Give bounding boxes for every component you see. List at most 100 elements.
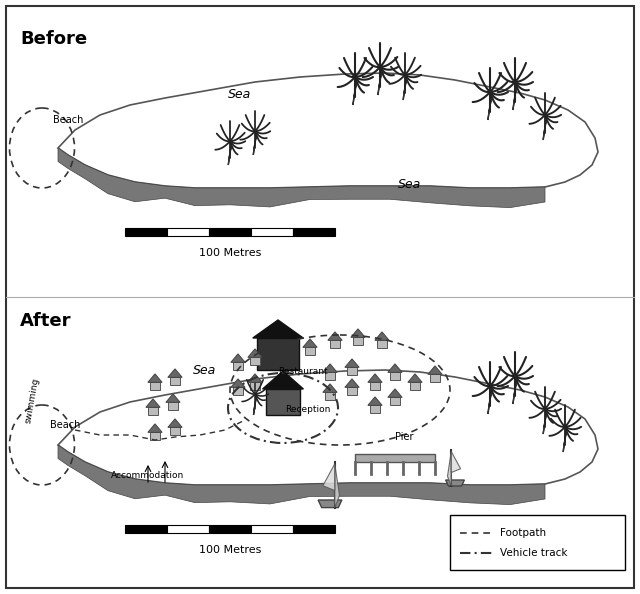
Polygon shape: [58, 73, 598, 188]
Text: Sea: Sea: [398, 179, 422, 191]
Text: Reception: Reception: [285, 405, 330, 414]
Text: Before: Before: [20, 30, 87, 48]
Polygon shape: [168, 369, 182, 377]
Bar: [251, 525, 293, 533]
Polygon shape: [543, 115, 547, 140]
Text: Sea: Sea: [228, 89, 252, 102]
Bar: [305, 347, 315, 355]
Text: Vehicle track: Vehicle track: [500, 548, 568, 558]
Polygon shape: [318, 500, 342, 508]
Polygon shape: [231, 354, 245, 362]
Bar: [150, 383, 160, 390]
Text: Beach: Beach: [53, 115, 83, 125]
Text: Footpath: Footpath: [500, 528, 546, 538]
Polygon shape: [428, 366, 442, 374]
Polygon shape: [262, 371, 303, 389]
Polygon shape: [323, 464, 335, 491]
Polygon shape: [58, 370, 598, 485]
Bar: [148, 407, 158, 415]
Polygon shape: [488, 92, 492, 120]
Polygon shape: [451, 451, 461, 472]
Text: 100 Metres: 100 Metres: [199, 545, 261, 555]
Bar: [250, 358, 260, 365]
Polygon shape: [368, 374, 382, 383]
Polygon shape: [323, 384, 337, 393]
Polygon shape: [345, 379, 359, 387]
Bar: [430, 374, 440, 382]
Bar: [355, 454, 435, 462]
Bar: [251, 228, 293, 236]
Bar: [377, 340, 387, 348]
Bar: [257, 338, 299, 370]
Bar: [233, 387, 243, 395]
Polygon shape: [253, 394, 257, 415]
Bar: [125, 228, 167, 236]
Bar: [168, 402, 178, 410]
Bar: [209, 525, 251, 533]
Bar: [450, 515, 625, 570]
Polygon shape: [335, 464, 339, 508]
Polygon shape: [543, 409, 547, 434]
Text: swimming: swimming: [24, 377, 40, 424]
Bar: [325, 393, 335, 400]
Text: Pier: Pier: [395, 432, 413, 442]
Bar: [167, 228, 209, 236]
Polygon shape: [323, 364, 337, 372]
Text: Beach: Beach: [50, 420, 80, 430]
Polygon shape: [253, 131, 257, 155]
Polygon shape: [345, 359, 359, 367]
Polygon shape: [58, 148, 545, 208]
Bar: [167, 525, 209, 533]
Bar: [170, 427, 180, 435]
Text: Restaurant: Restaurant: [278, 367, 328, 376]
Bar: [347, 387, 357, 395]
Text: Sea: Sea: [193, 364, 216, 377]
Polygon shape: [148, 374, 162, 383]
Polygon shape: [148, 424, 162, 432]
Polygon shape: [488, 386, 492, 414]
Polygon shape: [375, 332, 389, 340]
Polygon shape: [408, 374, 422, 383]
Text: 100 Metres: 100 Metres: [199, 248, 261, 258]
Polygon shape: [303, 339, 317, 347]
Bar: [293, 525, 335, 533]
Polygon shape: [248, 349, 262, 358]
Polygon shape: [248, 374, 262, 383]
Polygon shape: [563, 427, 567, 452]
Polygon shape: [351, 329, 365, 337]
Polygon shape: [328, 332, 342, 340]
Text: After: After: [20, 312, 72, 330]
Bar: [370, 383, 380, 390]
Bar: [347, 367, 357, 375]
Polygon shape: [168, 419, 182, 427]
Bar: [390, 397, 400, 405]
Bar: [250, 383, 260, 390]
Bar: [170, 377, 180, 385]
Bar: [266, 389, 300, 415]
Polygon shape: [513, 82, 517, 110]
Polygon shape: [353, 77, 357, 105]
Polygon shape: [388, 389, 402, 397]
Polygon shape: [253, 320, 303, 338]
Polygon shape: [368, 397, 382, 405]
Bar: [150, 432, 160, 440]
Polygon shape: [378, 67, 382, 95]
Polygon shape: [146, 399, 160, 407]
Bar: [233, 362, 243, 370]
Polygon shape: [447, 451, 451, 486]
Polygon shape: [231, 379, 245, 387]
Bar: [370, 405, 380, 413]
Polygon shape: [445, 480, 465, 486]
Text: Accommodation: Accommodation: [111, 470, 184, 479]
Bar: [125, 525, 167, 533]
Bar: [390, 372, 400, 380]
Polygon shape: [166, 394, 180, 402]
Polygon shape: [228, 141, 232, 165]
Bar: [330, 340, 340, 348]
Bar: [293, 228, 335, 236]
Polygon shape: [58, 445, 545, 505]
Bar: [209, 228, 251, 236]
Bar: [410, 383, 420, 390]
Bar: [353, 337, 363, 345]
Bar: [325, 372, 335, 380]
